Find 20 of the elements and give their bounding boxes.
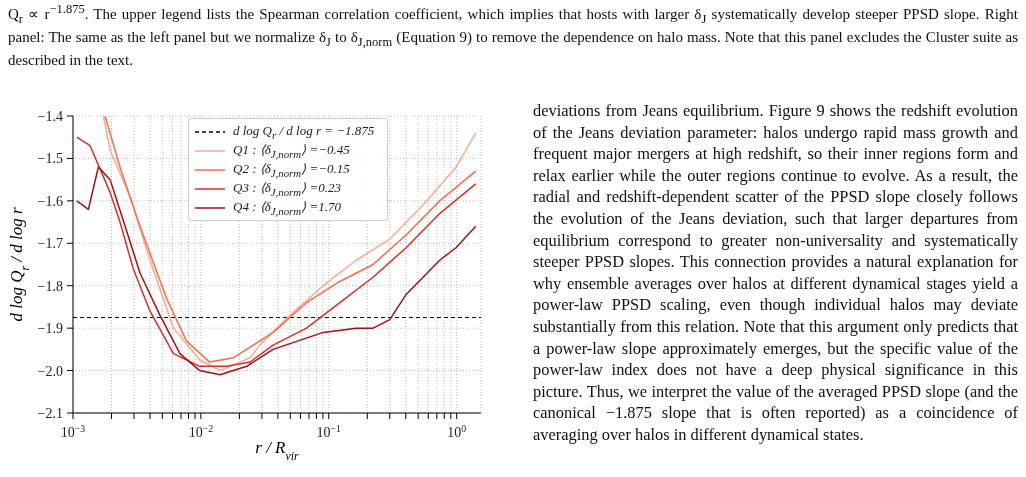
x-axis-title: r / R$_{vir}$ [255, 438, 300, 463]
x-tick-label: 10$^{−3}$ [60, 422, 86, 440]
text: Q$_{r}$ ∝ r$^{−1.875}$. The upper legend lists the Spearman correlation coefficient, which implies that hosts with larger δ$_{J}$ systematically develop steeper PPSD slope. Right panel: The same as the left panel but we normalize δ$_{J}$ to δ$_{J,norm}$ (Equation 9) to remove the dependence on halo mass. Note that this panel excludes the Cluster suite as described in the text. [8, 2, 1018, 68]
legend-label: Q4 : ⟨δ$_{J,norm}$⟩ =1.70 [233, 198, 341, 217]
y-tick-label: −2.0 [37, 363, 63, 379]
text: deviations from Jeans equilibrium. Figure 9 shows the redshift evolution of the Jeans deviation parameter: halos undergo rapid mass growth and frequent major mergers at high redshift, so their inner regions form and relax earlier while the outer regions continue to evolve. As a result, the radial and redshift-dependent scatter of the PPSD slope closely follows the evolution of the Jeans deviation, such that larger departures from equilibrium correspond to greater non-universality and systematically steeper PPSD slopes. This connection provides a natural explanation for why ensemble averages over halos at different dynamical stages yield a power-law PPSD scaling, even though individual halos may deviate substantially from this relation. Note that this argument only predicts that a power-law slope approximately emerges, but the specific value of the power-law index does not have a deep physical significance in this picture. Thus, we interpret the value of the averaged PPSD slope (and the canonical −1.875 slope that is often reported) as a coincidence of averaging over halos in different dynamical states. [533, 101, 1018, 444]
y-tick-label: −1.6 [37, 193, 63, 209]
x-tick-label: 10$^{−1}$ [316, 422, 342, 440]
y-tick-label: −1.9 [37, 321, 63, 337]
y-tick-label: −1.7 [37, 236, 63, 252]
y-tick-label: −1.5 [37, 151, 63, 167]
x-tick-label: 10$^{−2}$ [188, 422, 214, 440]
legend-label: Q2 : ⟨δ$_{J,norm}$⟩ =−0.15 [233, 160, 350, 179]
legend-label: d log Q$_{r}$ / d log r = −1.875 [233, 122, 375, 141]
legend-label: Q1 : ⟨δ$_{J,norm}$⟩ =−0.45 [233, 141, 350, 160]
x-tick-label: 10$^{0}$ [447, 422, 467, 440]
y-tick-label: −2.1 [37, 406, 63, 421]
y-tick-label: −1.8 [37, 278, 63, 294]
y-tick-label: −1.4 [37, 109, 63, 124]
legend-label: Q3 : ⟨δ$_{J,norm}$⟩ =0.23 [233, 179, 341, 198]
